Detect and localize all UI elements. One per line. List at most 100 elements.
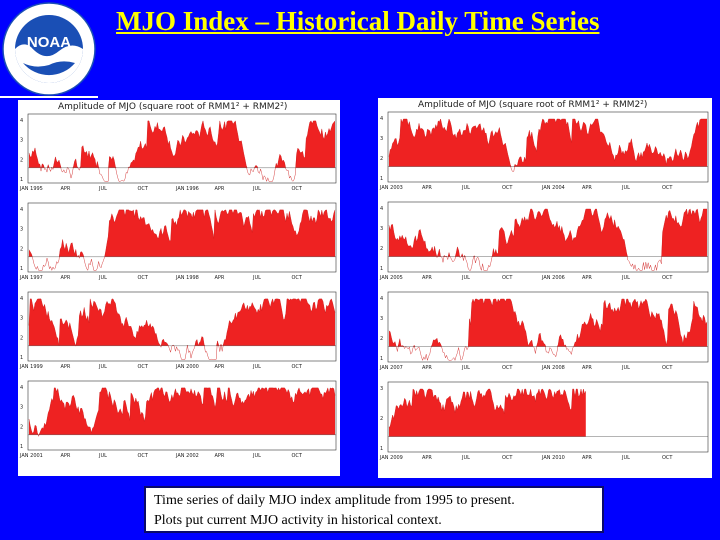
year-label: JAN 2003 (379, 185, 403, 191)
month-label: JUL (252, 364, 261, 370)
amplitude-fill (29, 120, 335, 168)
plot-frame (27, 291, 337, 362)
month-label: APR (215, 275, 225, 281)
month-label: JAN 1998 (175, 275, 199, 281)
month-label: APR (582, 365, 592, 371)
y-tick-label: 2 (380, 336, 383, 342)
y-tick-label: 4 (380, 296, 383, 302)
amplitude-fill (389, 119, 707, 167)
y-tick-label: 4 (20, 385, 23, 391)
amplitude-row: 3 2 1 JAN 2009 APR JUL OCT JAN 2010 APR JUL OCT (379, 381, 709, 461)
month-label: OCT (138, 364, 149, 370)
month-label: JUL (252, 453, 261, 459)
y-tick-label: 3 (20, 138, 23, 144)
month-label: JUL (461, 185, 470, 191)
year-label: JAN 1995 (19, 186, 43, 192)
y-tick-label: 2 (20, 424, 23, 430)
plot-frame (387, 291, 709, 363)
month-label: JUL (461, 455, 470, 461)
y-tick-label: 3 (380, 316, 383, 322)
y-tick-label: 4 (20, 118, 23, 124)
amplitude-row: 4 3 2 1 JAN 1999 APR JUL OCT JAN 2000 APR JUL OCT (19, 291, 337, 370)
month-label: JUL (252, 186, 261, 192)
month-label: JAN 2000 (175, 364, 199, 370)
month-label: JUL (98, 453, 107, 459)
amplitude-plots-left: 4 3 2 1 JAN 1995 APR JUL OCT JAN 1996 APR JUL OCT 4 3… (19, 113, 337, 459)
y-tick-label: 1 (20, 266, 23, 272)
month-label: OCT (662, 365, 673, 371)
month-label: JUL (461, 365, 470, 371)
month-label: OCT (502, 455, 513, 461)
y-tick-label: 4 (380, 116, 383, 122)
panel-title: Amplitude of MJO (square root of RMM1² +… (58, 102, 288, 112)
y-tick-label: 1 (20, 177, 23, 183)
month-label: APR (215, 453, 225, 459)
chart-panel-right: Amplitude of MJO (square root of RMM1² +… (378, 98, 712, 478)
month-label: OCT (662, 455, 673, 461)
month-label: JAN 2002 (175, 453, 199, 459)
month-label: APR (422, 365, 432, 371)
month-label: APR (61, 275, 71, 281)
panel-title: Amplitude of MJO (square root of RMM1² +… (418, 100, 648, 110)
y-tick-label: 1 (380, 446, 383, 452)
y-tick-label: 3 (20, 316, 23, 322)
amplitude-line (28, 387, 336, 437)
month-label: OCT (662, 185, 673, 191)
amplitude-fill (29, 209, 335, 257)
amplitude-row: 4 3 2 1 JAN 2005 APR JUL OCT JAN 2006 APR JUL OCT (379, 201, 709, 281)
caption-box: Time series of daily MJO index amplitude… (144, 486, 604, 533)
month-label: JAN 2006 (541, 275, 565, 281)
amplitude-line (388, 298, 708, 361)
amplitude-line (28, 209, 336, 271)
year-label: JAN 2001 (19, 453, 43, 459)
month-label: OCT (138, 275, 149, 281)
month-label: OCT (502, 185, 513, 191)
month-label: JUL (621, 275, 630, 281)
amplitude-row: 4 3 2 1 JAN 2007 APR JUL OCT JAN 2008 APR JUL OCT (379, 291, 709, 371)
y-tick-label: 1 (380, 266, 383, 272)
month-label: APR (61, 364, 71, 370)
month-label: APR (582, 185, 592, 191)
month-label: JUL (98, 275, 107, 281)
plot-frame (387, 111, 709, 183)
year-label: JAN 2005 (379, 275, 403, 281)
month-label: APR (422, 185, 432, 191)
y-tick-label: 4 (20, 207, 23, 213)
month-label: APR (422, 275, 432, 281)
month-label: JUL (461, 275, 470, 281)
y-tick-label: 4 (380, 206, 383, 212)
month-label: JAN 2008 (541, 365, 565, 371)
chart-panel-left: Amplitude of MJO (square root of RMM1² +… (18, 100, 340, 476)
amplitude-fill (389, 299, 707, 347)
plot-frame (387, 381, 709, 453)
amplitude-line (388, 208, 707, 272)
amplitude-row: 4 3 2 1 JAN 2003 APR JUL OCT JAN 2004 APR JUL OCT (379, 111, 709, 191)
amplitude-plots-right: 4 3 2 1 JAN 2003 APR JUL OCT JAN 2004 APR JUL OCT 4 3… (379, 111, 709, 461)
logo-text: NOAA (27, 34, 71, 51)
month-label: JAN 2010 (541, 455, 565, 461)
amplitude-row: 4 3 2 1 JAN 1995 APR JUL OCT JAN 1996 APR JUL OCT (19, 113, 337, 192)
y-tick-label: 2 (20, 157, 23, 163)
month-label: JUL (621, 365, 630, 371)
amplitude-line (388, 388, 586, 428)
month-label: APR (61, 453, 71, 459)
amplitude-line (28, 298, 336, 360)
year-label: JAN 2007 (379, 365, 403, 371)
plot-frame (387, 201, 709, 273)
y-tick-label: 1 (380, 356, 383, 362)
month-label: OCT (292, 453, 303, 459)
month-label: APR (215, 364, 225, 370)
month-label: OCT (502, 365, 513, 371)
caption-line-2: Plots put current MJO activity in histor… (154, 513, 442, 528)
month-label: APR (582, 455, 592, 461)
title-rule (0, 96, 98, 98)
noaa-seal-icon: NOAA (2, 2, 96, 96)
y-tick-label: 4 (20, 296, 23, 302)
plot-frame (27, 113, 337, 184)
month-label: JUL (98, 364, 107, 370)
amplitude-line (28, 120, 336, 182)
y-tick-label: 1 (20, 444, 23, 450)
month-label: JAN 2004 (541, 185, 565, 191)
y-tick-label: 2 (20, 246, 23, 252)
caption-line-1: Time series of daily MJO index amplitude… (154, 493, 515, 508)
